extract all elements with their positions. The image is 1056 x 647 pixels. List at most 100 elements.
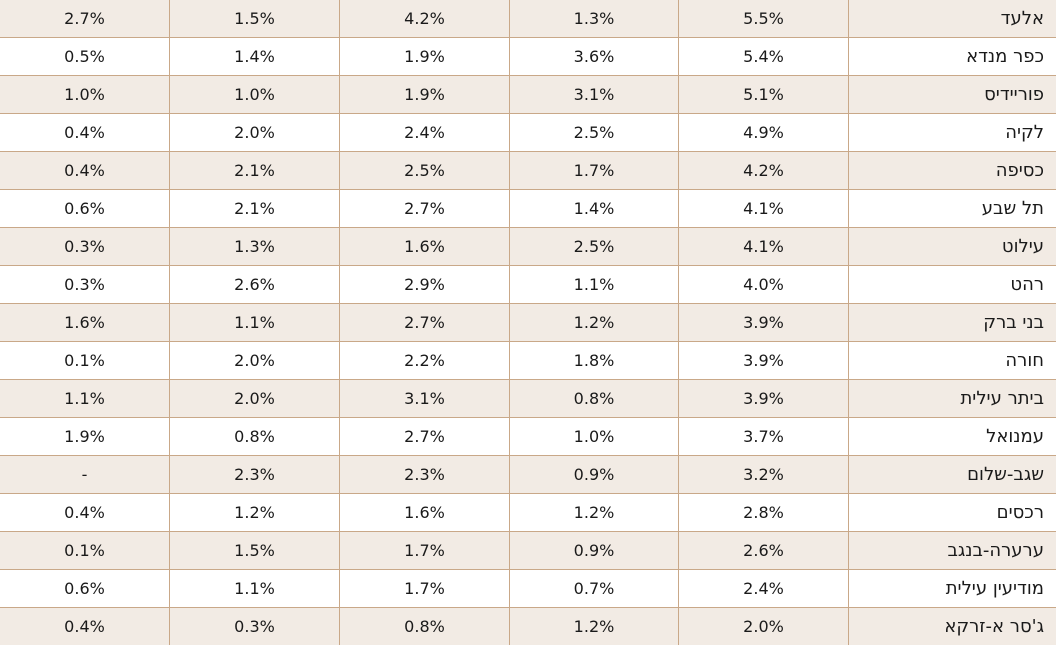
table-cell-value: 2.7% [339, 190, 509, 227]
table-cell-value: 1.4% [509, 190, 678, 227]
table-cell-value: 4.2% [678, 152, 848, 189]
table-cell-value: 1.0% [64, 85, 105, 104]
table-cell-locality: פוריידיס [848, 76, 1056, 113]
table-cell-value: 0.3% [64, 237, 105, 256]
table-cell-value: 1.0% [509, 418, 678, 455]
table-cell-value: 0.3% [64, 275, 105, 294]
table-cell-value: 2.6% [169, 266, 339, 303]
table-cell-value: 1.5% [169, 532, 339, 569]
table-cell-value: 2.7% [339, 304, 509, 341]
table-cell-value: 2.9% [339, 266, 509, 303]
table-cell-value: 0.4% [64, 617, 105, 636]
table-row: 0.3% 1.3% 1.6% 2.5% 4.1% עילוט [0, 227, 1056, 265]
table-cell-value: 1.6% [64, 313, 105, 332]
table-row: 2.7% 1.5% 4.2% 1.3% 5.5% אלעד [0, 0, 1056, 37]
table-row: 0.4% 1.2% 1.6% 1.2% 2.8% רכסים [0, 493, 1056, 531]
table-cell-value: 2.2% [339, 342, 509, 379]
table-cell-value: 2.7% [64, 9, 105, 28]
table-cell-value: 0.6% [64, 199, 105, 218]
table-cell-value: 1.6% [339, 494, 509, 531]
table-cell-value: 0.7% [509, 570, 678, 607]
table-cell-value: 0.8% [169, 418, 339, 455]
table-cell-value: 2.5% [509, 114, 678, 151]
table-cell-value: 2.5% [509, 228, 678, 265]
table-cell-value: 1.2% [509, 608, 678, 645]
table-cell-value: 1.9% [339, 38, 509, 75]
table-cell-locality: כפר מנדא [848, 38, 1056, 75]
table-cell-value: 1.4% [169, 38, 339, 75]
table-cell-value: 2.3% [169, 456, 339, 493]
table-cell-value: 1.2% [509, 304, 678, 341]
table-cell-value: 2.4% [678, 570, 848, 607]
table-cell-value: 1.3% [169, 228, 339, 265]
table-cell-value: 0.5% [64, 47, 105, 66]
table-cell-value: 0.4% [64, 503, 105, 522]
table-cell-value: 0.4% [64, 161, 105, 180]
table-cell-value: 4.1% [678, 228, 848, 265]
table-cell-value: 1.1% [169, 304, 339, 341]
table-row: 1.9% 0.8% 2.7% 1.0% 3.7% עמנואל [0, 417, 1056, 455]
table-row: 0.6% 1.1% 1.7% 0.7% 2.4% מודיעין עילית [0, 569, 1056, 607]
table-row: 0.1% 2.0% 2.2% 1.8% 3.9% חורה [0, 341, 1056, 379]
table-cell-value: 2.0% [169, 380, 339, 417]
table-cell-value: 0.3% [169, 608, 339, 645]
table-cell-value: 2.4% [339, 114, 509, 151]
table-cell-value: 1.8% [509, 342, 678, 379]
table-cell-locality: חורה [848, 342, 1056, 379]
table-cell-locality: ג'סר א-זרקא [848, 608, 1056, 645]
table-cell-value: 2.0% [169, 114, 339, 151]
table-cell-value: 0.9% [509, 532, 678, 569]
table-cell-value: 0.6% [64, 579, 105, 598]
table-cell-value: 3.1% [339, 380, 509, 417]
table-cell-value: 3.7% [678, 418, 848, 455]
table-cell-locality: עמנואל [848, 418, 1056, 455]
table-cell-locality: ביתר עילית [848, 380, 1056, 417]
table-cell-value: 4.9% [678, 114, 848, 151]
table-cell-value: 3.9% [678, 380, 848, 417]
table-cell-value: 0.4% [64, 123, 105, 142]
table-cell-value: 5.5% [678, 0, 848, 37]
table-cell-locality: שגב-שלום [848, 456, 1056, 493]
table-cell-value: 0.8% [509, 380, 678, 417]
table-cell-value: 1.3% [509, 0, 678, 37]
table-cell-value: 1.7% [339, 532, 509, 569]
table-cell-value: 2.0% [678, 608, 848, 645]
table-row: 0.1% 1.5% 1.7% 0.9% 2.6% ערערה-בנגב [0, 531, 1056, 569]
table-row: 0.4% 0.3% 0.8% 1.2% 2.0% ג'סר א-זרקא [0, 607, 1056, 645]
table-cell-value: 0.9% [509, 456, 678, 493]
table-cell-value: 1.0% [169, 76, 339, 113]
table-cell-value: 0.1% [64, 351, 105, 370]
table-cell-locality: עילוט [848, 228, 1056, 265]
table-cell-value: 1.1% [169, 570, 339, 607]
table-row: -2.3% 2.3% 0.9% 3.2% שגב-שלום [0, 455, 1056, 493]
table-cell-locality: מודיעין עילית [848, 570, 1056, 607]
table-cell-value: 1.7% [339, 570, 509, 607]
table-cell-value: 2.8% [678, 494, 848, 531]
table-cell-value: 3.9% [678, 304, 848, 341]
table-cell-locality: רכסים [848, 494, 1056, 531]
table-row: 0.6% 2.1% 2.7% 1.4% 4.1% תל שבע [0, 189, 1056, 227]
table-cell-locality: ערערה-בנגב [848, 532, 1056, 569]
table-cell-locality: לקיה [848, 114, 1056, 151]
table-cell-value: 2.1% [169, 190, 339, 227]
table-cell-locality: כסיפה [848, 152, 1056, 189]
table-cell-value: 2.5% [339, 152, 509, 189]
table-cell-value: 1.1% [64, 389, 105, 408]
table-cell-value: 0.8% [339, 608, 509, 645]
table-cell-value: 1.9% [64, 427, 105, 446]
table-cell-value: 1.9% [339, 76, 509, 113]
table-cell-value: 1.2% [509, 494, 678, 531]
table-row: 1.0% 1.0% 1.9% 3.1% 5.1% פוריידיס [0, 75, 1056, 113]
table-cell-value: 2.0% [169, 342, 339, 379]
table-cell-value: 4.0% [678, 266, 848, 303]
table-cell-value: 2.7% [339, 418, 509, 455]
table-cell-locality: תל שבע [848, 190, 1056, 227]
table-row: 0.5% 1.4% 1.9% 3.6% 5.4% כפר מנדא [0, 37, 1056, 75]
table-row: 1.6% 1.1% 2.7% 1.2% 3.9% בני ברק [0, 303, 1056, 341]
table-cell-value: 3.1% [509, 76, 678, 113]
table-cell-value: 1.1% [509, 266, 678, 303]
table-cell-value: 2.6% [678, 532, 848, 569]
table-cell-value: 0.1% [64, 541, 105, 560]
table-row: 0.4% 2.1% 2.5% 1.7% 4.2% כסיפה [0, 151, 1056, 189]
